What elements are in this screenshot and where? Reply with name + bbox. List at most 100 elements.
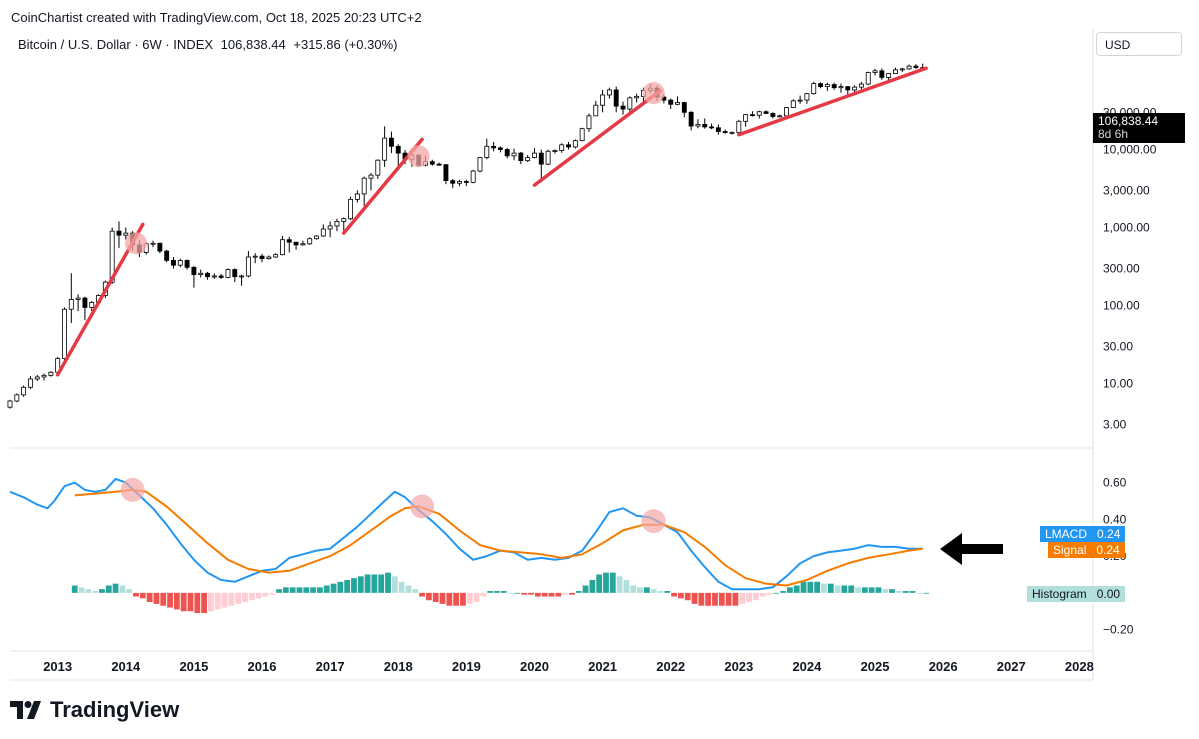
candle-body — [109, 230, 115, 283]
histogram-bar — [187, 592, 194, 612]
highlight-markers — [125, 82, 665, 255]
currency-selector[interactable]: USD — [1096, 32, 1182, 56]
symbol-legend[interactable]: Bitcoin / U.S. Dollar · 6W · INDEX 106,8… — [18, 37, 401, 52]
candle-body — [749, 114, 755, 117]
candle-body — [886, 73, 892, 78]
candle-body — [34, 376, 40, 380]
candle-body — [314, 235, 319, 240]
histogram-bar — [92, 591, 99, 593]
candle-body — [457, 181, 462, 184]
trend-line[interactable] — [532, 88, 663, 187]
candle-body — [198, 272, 204, 275]
candle — [300, 240, 306, 246]
candle-body — [484, 145, 490, 158]
histogram-bar — [773, 592, 780, 594]
candle — [756, 110, 762, 119]
candle — [307, 237, 313, 245]
candle — [906, 64, 912, 70]
candle-body — [205, 272, 210, 278]
candle — [777, 114, 783, 118]
candle-body — [763, 111, 769, 114]
histogram-bar — [637, 587, 643, 593]
candle-body — [293, 241, 299, 246]
time-axis[interactable]: 2013 2014 2015 2016 2017 2018 2019 2020 2021 2022… — [43, 659, 1094, 674]
histogram-bar — [139, 592, 146, 599]
candle-body — [729, 131, 735, 134]
histogram-bar — [460, 592, 466, 606]
histogram-tag-value: 0.00 — [1091, 586, 1126, 602]
histogram-bar — [160, 592, 167, 606]
candle — [511, 148, 517, 161]
histogram-bar — [167, 592, 173, 608]
candle-body — [627, 97, 633, 110]
arrow-annotation[interactable] — [940, 533, 1003, 565]
histogram-bar — [385, 572, 391, 593]
candle-body — [702, 123, 708, 128]
candle — [429, 159, 435, 166]
candle — [7, 399, 13, 409]
candle — [225, 268, 231, 279]
histogram-bar — [262, 592, 269, 597]
candle — [743, 114, 749, 127]
histogram-bar — [317, 587, 323, 593]
candle — [157, 242, 163, 254]
trend-lines[interactable] — [55, 66, 928, 377]
histogram-bar — [732, 592, 739, 606]
candle — [205, 271, 210, 280]
histogram-value-tag: Histogram 0.00 — [1027, 586, 1126, 602]
candle — [184, 259, 190, 270]
candle — [566, 141, 571, 150]
histogram-bar — [282, 587, 289, 593]
candle-body — [361, 177, 367, 195]
candle-body — [348, 198, 354, 220]
candle — [198, 269, 204, 278]
histogram-bar — [330, 583, 337, 593]
histogram-bar — [487, 591, 494, 593]
time-tick-label: 2025 — [861, 659, 890, 674]
candle — [715, 124, 721, 135]
candle-body — [225, 269, 231, 278]
crossover-highlight — [641, 509, 666, 534]
histogram-bar — [248, 592, 255, 601]
candle — [634, 93, 640, 103]
candle — [164, 249, 170, 263]
histogram-bar — [643, 587, 650, 593]
candle — [457, 179, 462, 187]
tradingview-logo[interactable]: TradingView — [10, 697, 179, 723]
histogram-bar — [173, 592, 180, 610]
candle — [695, 119, 701, 129]
highlight-circle — [642, 82, 665, 105]
candle-body — [893, 69, 898, 74]
histogram-bar — [691, 592, 698, 604]
candle-body — [545, 150, 551, 165]
candle — [872, 68, 878, 76]
candle-body — [504, 149, 510, 157]
candle-body — [906, 65, 912, 70]
time-tick-label: 2024 — [792, 659, 822, 674]
histogram-bar — [712, 592, 718, 606]
histogram-bar — [466, 592, 473, 604]
candle — [177, 258, 183, 268]
candle-body — [511, 152, 517, 157]
histogram-bar — [228, 592, 235, 606]
price-axis[interactable]: 3.00 10.00 30.00 100.00 300.00 1,000.00 3,000.… — [1103, 33, 1163, 431]
histogram-bar — [78, 587, 85, 593]
candle-body — [811, 83, 817, 95]
candle — [320, 224, 326, 237]
candle — [150, 240, 156, 248]
crossover-highlight — [410, 494, 435, 519]
histogram-bar — [678, 592, 684, 599]
candle-body — [491, 145, 497, 149]
candle-body — [736, 120, 742, 133]
candle-body — [116, 230, 122, 236]
candle-body — [41, 374, 47, 378]
candle — [375, 159, 381, 179]
trend-line[interactable] — [737, 66, 928, 137]
candle — [559, 143, 565, 153]
candle-body — [211, 275, 217, 278]
candle-body — [634, 95, 640, 99]
candle — [538, 149, 544, 183]
candle — [68, 273, 74, 323]
candle-body — [497, 147, 503, 150]
